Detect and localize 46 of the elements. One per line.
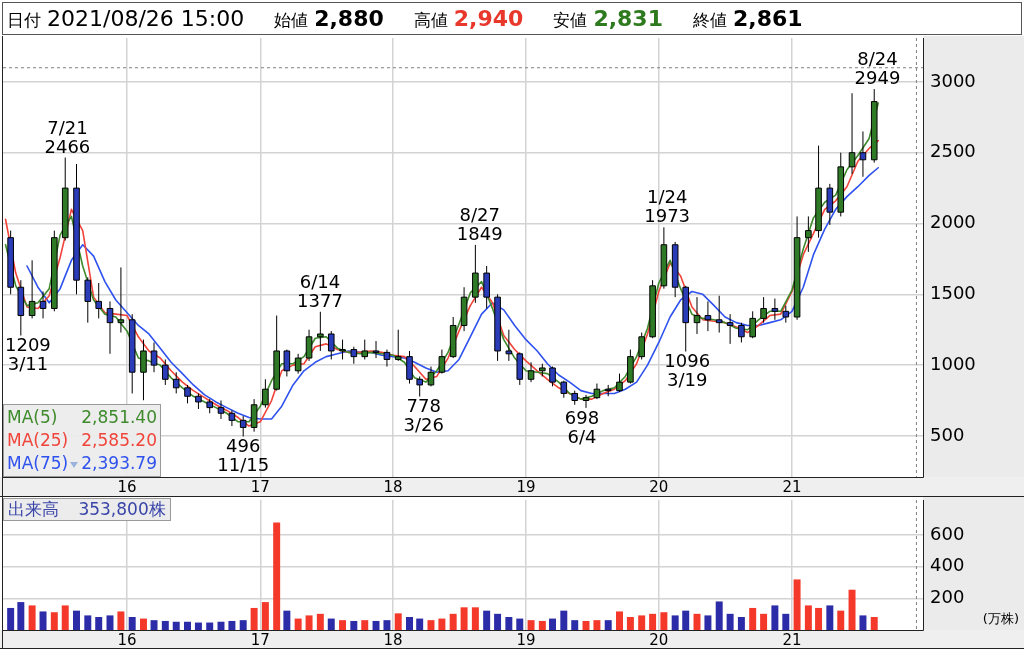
chart-title: 出来高 353,800株 [3, 498, 171, 521]
text: 終値 [692, 8, 727, 32]
y-tick-label: 200 [930, 585, 965, 607]
y-tick-label: 1500 [930, 281, 976, 303]
y-tick-label: 3000 [930, 69, 976, 91]
text: 安値 [553, 8, 588, 32]
annotation: 778 3/26 [403, 395, 444, 436]
annotation: 6/14 1377 [297, 270, 343, 311]
annotation: 698 6/4 [564, 406, 600, 447]
x-tick-label: 19 [516, 630, 536, 649]
annotation: 8/27 1849 [456, 203, 503, 244]
y-tick-label: 600 [930, 522, 965, 544]
text: 2,861 [732, 5, 803, 31]
x-tick-label: 21 [782, 477, 802, 496]
y-tick-label: 1000 [930, 352, 976, 374]
annotation: 7/21 2466 [44, 116, 91, 157]
series-label: MA(5) 2,851.40 [7, 406, 157, 429]
x-tick-label: 20 [649, 477, 669, 496]
annotation: 8/24 2949 [854, 48, 901, 89]
text: 高値 [413, 8, 448, 32]
annotation: 1209 3/11 [5, 334, 51, 375]
x-tick-label: 18 [383, 630, 403, 649]
text: 2,831 [593, 5, 663, 31]
text: 日付 [7, 8, 41, 32]
x-tick-label: 20 [649, 630, 669, 649]
y-axis-title: (万株) [982, 610, 1019, 628]
x-tick-label: 16 [117, 477, 137, 496]
text: 2,880 [314, 5, 384, 31]
y-tick-label: 2000 [930, 211, 976, 233]
annotation: 1/24 1973 [644, 186, 691, 227]
annotation: 496 11/15 [217, 435, 270, 476]
text: MA(75) 2,393.79 [7, 452, 157, 475]
x-tick-label: 17 [250, 630, 270, 649]
x-tick-label: 18 [383, 477, 403, 496]
text: 始値 [274, 8, 309, 32]
x-tick-label: 21 [782, 630, 802, 649]
y-tick-label: 500 [930, 423, 965, 445]
y-tick-label: 400 [930, 554, 965, 576]
x-tick-label: 17 [250, 477, 270, 496]
text: 2,940 [453, 5, 524, 31]
y-tick-label: 2500 [930, 140, 976, 162]
text: MA(25) 2,585.20 [7, 429, 157, 452]
x-tick-label: 19 [516, 477, 536, 496]
x-tick-label: 16 [117, 630, 137, 649]
text: 2021/08/26 15:00 [47, 5, 245, 31]
annotation: 1096 3/19 [664, 350, 711, 391]
